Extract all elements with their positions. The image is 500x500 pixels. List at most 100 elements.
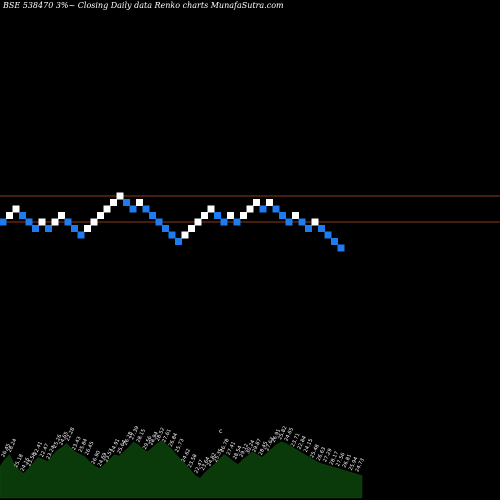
- renko-brick: [0, 218, 7, 226]
- volume-label: 25.35: [213, 448, 224, 464]
- renko-brick: [324, 231, 332, 239]
- renko-brick: [84, 225, 91, 232]
- renko-brick: [279, 212, 286, 219]
- volume-label: 24.65: [284, 427, 295, 443]
- volume-label: 23.58: [26, 452, 37, 468]
- renko-brick: [142, 205, 150, 213]
- renko-brick: [214, 212, 221, 219]
- volume-label: 25.84: [78, 438, 89, 454]
- volume-label: 24.73: [354, 458, 365, 474]
- renko-brick: [337, 244, 345, 252]
- renko-brick: [103, 205, 111, 213]
- renko-brick: [246, 205, 254, 213]
- volume-label: 23.58: [187, 453, 198, 469]
- volume-label: 22.47: [193, 459, 204, 475]
- volume-label: 26.28: [123, 431, 134, 447]
- volume-label: 24.91: [110, 438, 121, 454]
- volume-label: 24.65: [58, 431, 69, 447]
- volume-label: 29.12: [239, 443, 250, 459]
- renko-brick: [19, 212, 26, 219]
- volume-label: 28.17: [329, 451, 340, 467]
- volume-label: 22.41: [33, 441, 44, 457]
- volume-label: 27.56: [335, 452, 346, 468]
- volume-label: 29.87: [251, 438, 262, 454]
- chart-title: BSE 538470 3%~ Closing Daily data Renko …: [3, 1, 284, 10]
- volume-label: 25.73: [174, 438, 185, 454]
- renko-brick: [110, 199, 117, 206]
- volume-label: 26.84: [168, 432, 179, 448]
- volume-label: 24.62: [181, 448, 192, 464]
- renko-brick: [194, 218, 202, 226]
- volume-label: 28.94: [148, 431, 159, 447]
- volume-label: 26.90: [90, 450, 101, 466]
- renko-brick: [97, 212, 104, 219]
- renko-brick: [266, 199, 273, 206]
- volume-label: 25.64: [116, 439, 127, 455]
- volume-label: 25.82: [277, 425, 288, 441]
- renko-brick: [51, 218, 59, 226]
- volume-label: 29.56: [142, 435, 153, 451]
- renko-brick: [272, 205, 280, 213]
- renko-brick: [71, 225, 78, 232]
- volume-label: 26.45: [0, 443, 11, 459]
- renko-brick: [6, 212, 13, 219]
- renko-brick: [149, 212, 156, 219]
- renko-brick: [175, 238, 182, 245]
- volume-label: 28.24: [7, 438, 18, 454]
- renko-brick: [220, 218, 228, 226]
- volume-label: 24.69: [97, 452, 108, 468]
- volume-label: 23.64: [200, 456, 211, 472]
- volume-label: 28.15: [136, 428, 147, 444]
- renko-brick: [285, 218, 293, 226]
- volume-label: 27.29: [322, 448, 333, 464]
- volume-label: 26.78: [219, 438, 230, 454]
- volume-label: 27.61: [161, 428, 172, 444]
- volume-label: 23.57: [103, 448, 114, 464]
- renko-brick: [12, 205, 20, 213]
- renko-brick: [331, 238, 338, 245]
- renko-brick: [188, 225, 195, 232]
- renko-brick: [58, 212, 65, 219]
- renko-brick: [181, 231, 189, 239]
- volume-label: 28.45: [258, 441, 269, 457]
- renko-brick: [253, 199, 260, 206]
- renko-brick: [233, 218, 241, 226]
- volume-label: 23.43: [71, 436, 82, 452]
- renko-brick: [32, 225, 39, 232]
- volume-label: 25.94: [348, 456, 359, 472]
- renko-brick: [318, 225, 325, 232]
- volume-label: 25.48: [309, 444, 320, 460]
- renko-brick: [162, 225, 169, 232]
- volume-marker: c: [219, 428, 222, 435]
- renko-brick: [116, 192, 124, 200]
- renko-brick: [123, 199, 130, 206]
- renko-brick: [77, 231, 85, 239]
- volume-area: [0, 440, 363, 499]
- renko-brick: [305, 225, 312, 232]
- volume-label: 26.91: [271, 428, 282, 444]
- volume-label: 26.63: [316, 446, 327, 462]
- renko-brick: [227, 212, 234, 219]
- renko-brick: [25, 218, 33, 226]
- volume-label: 30.24: [245, 439, 256, 455]
- renko-brick: [155, 218, 163, 226]
- volume-label: 27.39: [129, 425, 140, 441]
- volume-label: 24.16: [20, 457, 31, 473]
- volume-label: 25.26: [52, 434, 63, 450]
- renko-brick: [311, 218, 319, 226]
- volume-label: 27.63: [264, 437, 275, 453]
- volume-label: 22.28: [65, 427, 76, 443]
- renko-brick: [38, 218, 46, 226]
- volume-label: 24.15: [303, 438, 314, 454]
- volume-label: 22.47: [39, 443, 50, 459]
- renko-brick: [259, 205, 267, 213]
- renko-brick: [201, 212, 208, 219]
- volume-label: 23.24: [45, 445, 56, 461]
- volume-label: 28.54: [232, 445, 243, 461]
- renko-brick: [298, 218, 306, 226]
- volume-label: 25.18: [13, 453, 24, 469]
- volume-label: 27.41: [226, 441, 237, 457]
- volume-label: 26.45: [84, 441, 95, 457]
- renko-brick: [207, 205, 215, 213]
